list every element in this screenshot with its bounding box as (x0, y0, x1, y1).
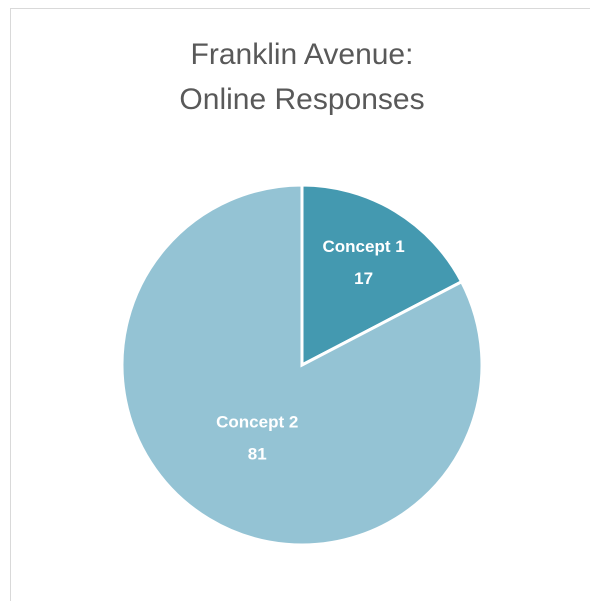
pie-slice (120, 183, 484, 547)
chart-title: Online Responses (179, 83, 424, 116)
data-label-name: Concept 1 (322, 237, 404, 256)
pie-slice (300, 183, 464, 368)
chart-title: Franklin Avenue: (191, 38, 414, 71)
data-label-name: Concept 2 (216, 412, 298, 431)
data-label-value: 81 (248, 444, 267, 463)
data-label-value: 17 (354, 269, 373, 288)
